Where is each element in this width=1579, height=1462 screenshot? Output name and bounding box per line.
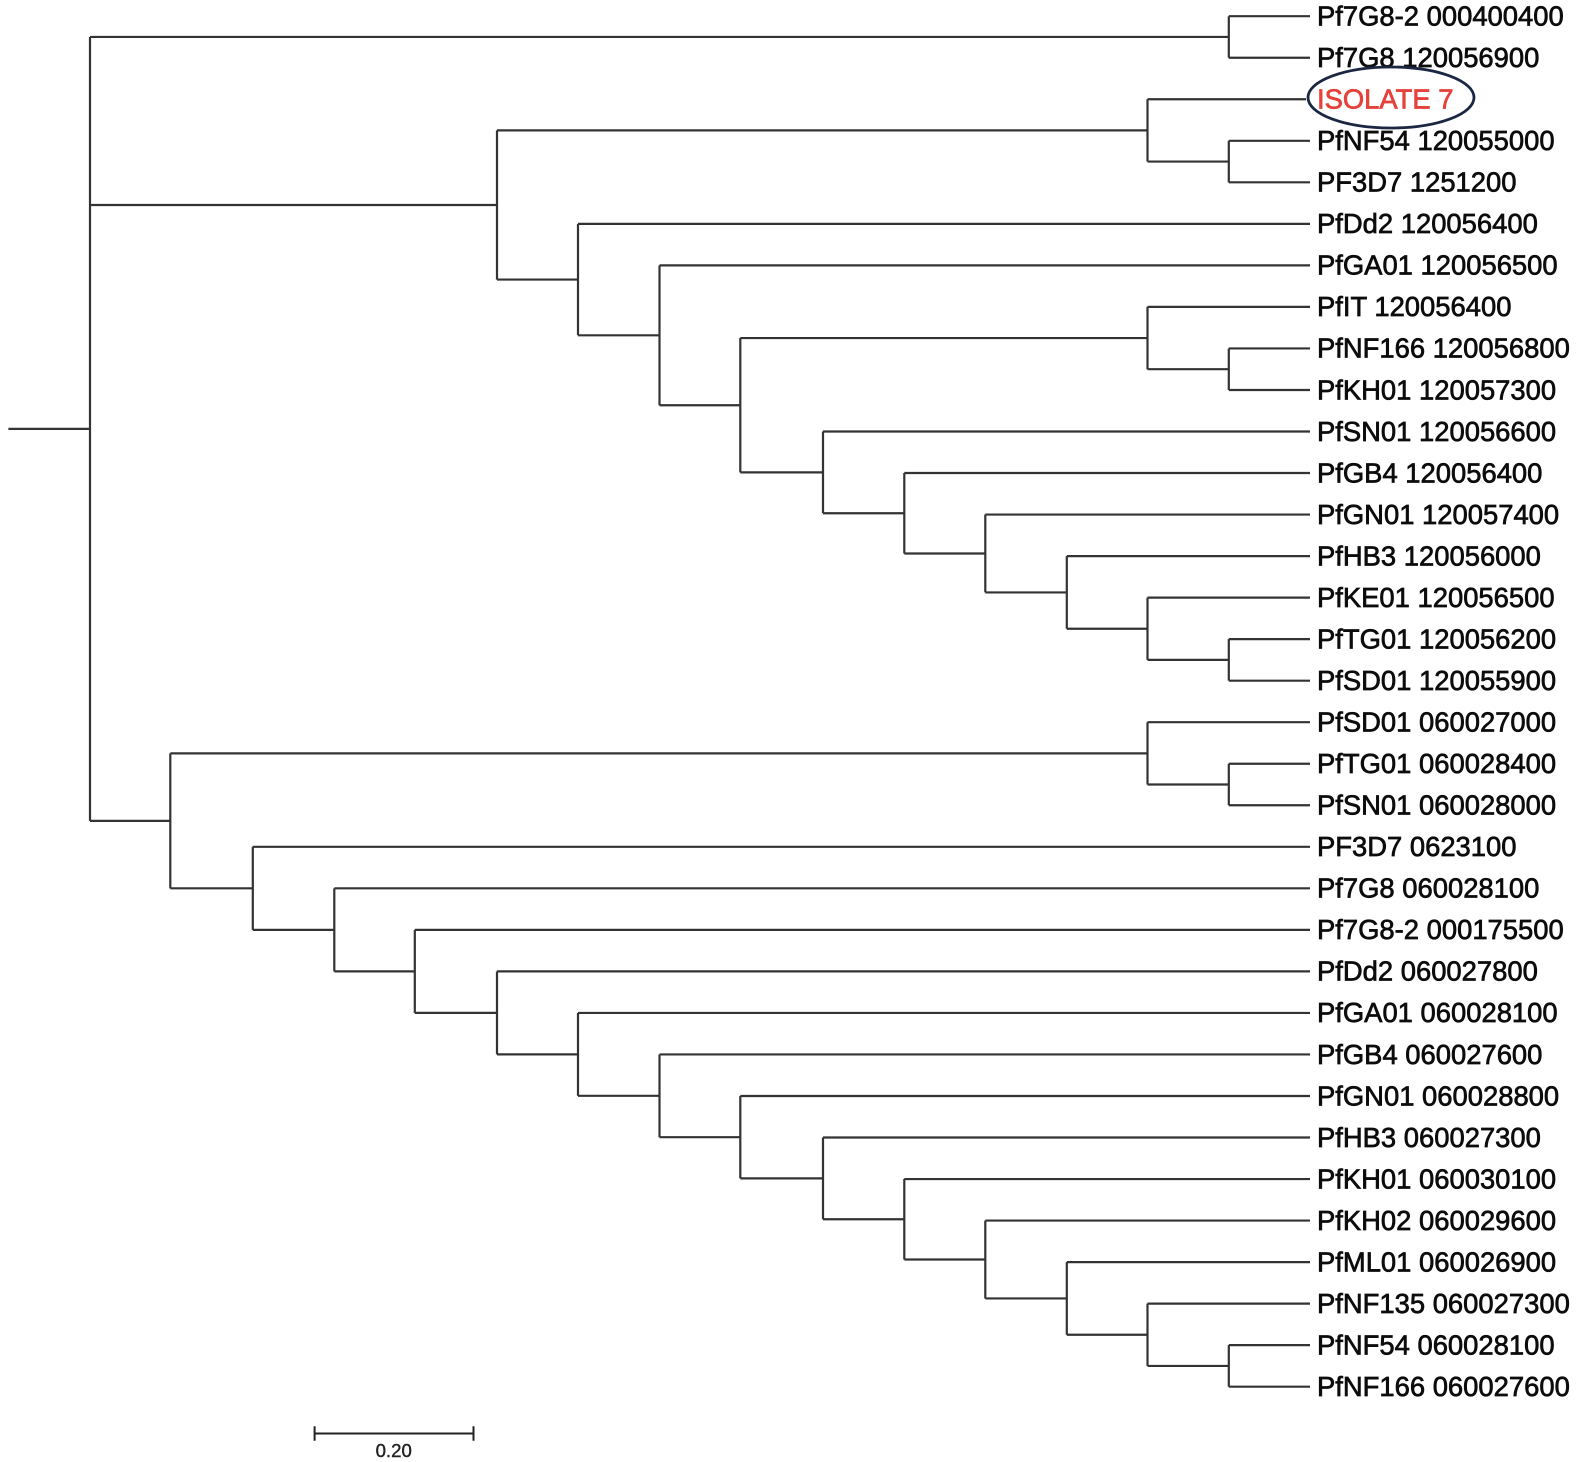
svg-text:PfIT 120056400: PfIT 120056400 <box>1317 291 1511 322</box>
svg-text:PfKH01 120057300: PfKH01 120057300 <box>1317 374 1556 405</box>
svg-text:PfNF166 060027600: PfNF166 060027600 <box>1317 1371 1570 1402</box>
svg-text:PfSD01 120055900: PfSD01 120055900 <box>1317 665 1556 696</box>
svg-text:PfNF166 120056800: PfNF166 120056800 <box>1317 333 1570 364</box>
svg-text:PfTG01 060028400: PfTG01 060028400 <box>1317 748 1556 779</box>
svg-text:PfSN01 060028000: PfSN01 060028000 <box>1317 790 1556 821</box>
svg-text:Pf7G8-2 000175500: Pf7G8-2 000175500 <box>1317 914 1564 945</box>
svg-text:PfNF54 120055000: PfNF54 120055000 <box>1317 125 1555 156</box>
svg-text:0.20: 0.20 <box>376 1440 412 1461</box>
svg-text:PfSD01 060027000: PfSD01 060027000 <box>1317 707 1556 738</box>
svg-text:PfML01 060026900: PfML01 060026900 <box>1317 1246 1556 1277</box>
svg-text:PfDd2 060027800: PfDd2 060027800 <box>1317 956 1538 987</box>
svg-text:PfGB4 120056400: PfGB4 120056400 <box>1317 457 1542 488</box>
svg-text:Pf7G8-2 000400400: Pf7G8-2 000400400 <box>1317 1 1564 32</box>
svg-text:PF3D7 1251200: PF3D7 1251200 <box>1317 167 1517 198</box>
svg-text:PfDd2 120056400: PfDd2 120056400 <box>1317 208 1538 239</box>
svg-text:PfNF54 060028100: PfNF54 060028100 <box>1317 1330 1555 1361</box>
svg-text:PfGN01 120057400: PfGN01 120057400 <box>1317 499 1559 530</box>
svg-text:PfTG01 120056200: PfTG01 120056200 <box>1317 623 1556 654</box>
svg-text:PfHB3 060027300: PfHB3 060027300 <box>1317 1122 1541 1153</box>
svg-text:PfKH02 060029600: PfKH02 060029600 <box>1317 1205 1556 1236</box>
svg-text:PF3D7 0623100: PF3D7 0623100 <box>1317 831 1517 862</box>
svg-text:PfHB3 120056000: PfHB3 120056000 <box>1317 540 1541 571</box>
svg-text:PfGA01 060028100: PfGA01 060028100 <box>1317 997 1558 1028</box>
svg-text:ISOLATE 7: ISOLATE 7 <box>1317 84 1454 115</box>
svg-text:PfKH01 060030100: PfKH01 060030100 <box>1317 1163 1556 1194</box>
svg-text:PfSN01 120056600: PfSN01 120056600 <box>1317 416 1556 447</box>
svg-text:PfGA01 120056500: PfGA01 120056500 <box>1317 250 1558 281</box>
svg-text:PfGB4 060027600: PfGB4 060027600 <box>1317 1039 1542 1070</box>
svg-text:Pf7G8 060028100: Pf7G8 060028100 <box>1317 873 1539 904</box>
svg-text:PfNF135 060027300: PfNF135 060027300 <box>1317 1288 1570 1319</box>
svg-text:PfGN01 060028800: PfGN01 060028800 <box>1317 1080 1559 1111</box>
svg-text:Pf7G8 120056900: Pf7G8 120056900 <box>1317 42 1539 73</box>
svg-text:PfKE01 120056500: PfKE01 120056500 <box>1317 582 1555 613</box>
